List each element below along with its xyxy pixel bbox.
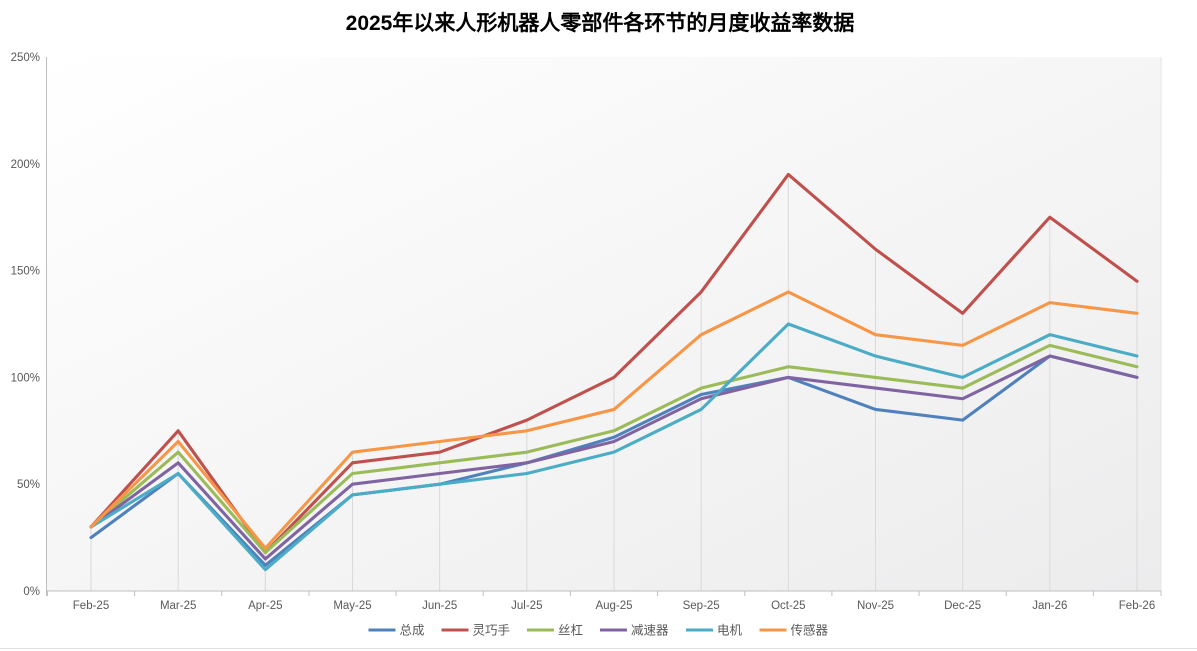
x-axis-label-May-25: May-25 [333,600,371,612]
x-axis-label-Jun-25: Jun-25 [422,600,457,612]
legend-label-传感器: 传感器 [791,623,829,638]
series-line-2-丝杠 [89,343,1139,555]
x-axis-label-Dec-25: Dec-25 [944,600,981,612]
legend-item-0-总成: 总成 [368,624,425,638]
x-axis-label-Feb-26: Feb-26 [1119,600,1155,612]
legend-item-1-灵巧手: 灵巧手 [441,624,511,638]
legend-label-丝杠: 丝杠 [558,623,583,638]
series-line-4-电机 [89,322,1139,572]
x-axis-label-Nov-25: Nov-25 [857,600,894,612]
y-axis-label-100%: 100% [11,372,40,384]
x-axis-label-Aug-25: Aug-25 [595,600,632,612]
chart-title: 2025年以来人形机器人零部件各环节的月度收益率数据 [346,11,855,35]
series-line-5-传感器 [89,290,1139,550]
x-axis-label-Mar-25: Mar-25 [160,600,196,612]
legend-item-3-减速器: 减速器 [600,624,669,638]
y-axis-label-150%: 150% [11,266,40,278]
x-axis-label-Apr-25: Apr-25 [248,600,283,612]
y-axis-label-250%: 250% [11,52,40,64]
x-axis-label-Oct-25: Oct-25 [771,600,806,612]
legend-label-减速器: 减速器 [631,624,669,638]
x-axis-label-Jul-25: Jul-25 [511,600,542,612]
plot-background [46,57,1161,591]
y-axis-label-200%: 200% [11,159,40,171]
legend-label-灵巧手: 灵巧手 [473,624,511,638]
legend-item-2-丝杠: 丝杠 [527,623,583,638]
plot-area: 0% 50% 100% 150% 200% 250% Feb-25 Mar-25 Apr-25 M… [0,52,1197,649]
legend-item-4-电机: 电机 [686,624,743,638]
series-line-3-减速器 [89,354,1139,561]
legend-label-电机: 电机 [717,624,743,638]
legend: 总成 灵巧手 丝杠 减速器 电机 传感器 [368,623,829,638]
x-axis-label-Jan-26: Jan-26 [1032,600,1067,612]
y-axis-label-0%: 0% [23,586,40,598]
legend-item-5-传感器: 传感器 [759,623,829,638]
x-axis-label-Feb-25: Feb-25 [73,600,109,612]
y-axis-label-50%: 50% [17,479,40,491]
series-line-0-总成 [89,354,1139,567]
legend-label-总成: 总成 [400,624,425,638]
x-axis-label-Sep-25: Sep-25 [683,600,720,612]
